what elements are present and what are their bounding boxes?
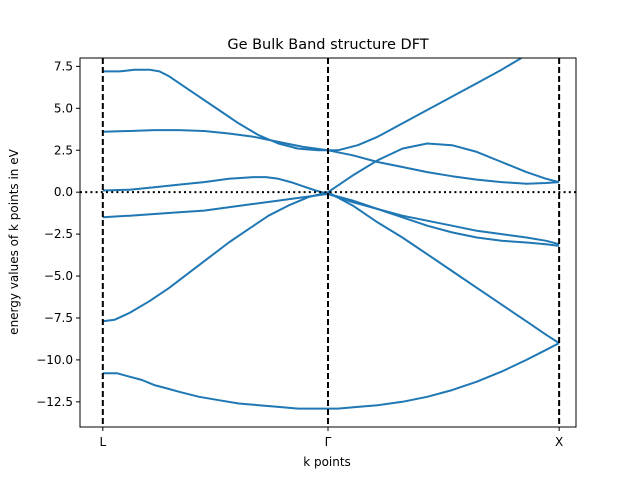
band-line-2 (102, 191, 329, 323)
y-axis-label: energy values of k points in eV (7, 148, 21, 334)
x-tick-label: Γ (325, 435, 332, 449)
band-line-11 (102, 68, 328, 152)
band-line-6 (102, 176, 329, 195)
x-tick-label: L (99, 435, 106, 449)
y-tick-label: −7.5 (44, 311, 73, 325)
x-axis-label: k points (303, 455, 351, 469)
band-line-3 (327, 191, 560, 344)
band-line-4 (102, 192, 329, 219)
y-tick-label: 2.5 (54, 143, 73, 157)
band-line-9 (327, 149, 560, 185)
x-tick-label: X (555, 435, 563, 449)
y-tick-label: −10.0 (36, 353, 73, 367)
band-line-12 (328, 58, 522, 152)
plot-area (80, 58, 576, 427)
y-axis: 7.5 5.0 2.5 0.0 −2.5 −5.0 −7.5 −10.0 −12.5 (36, 59, 80, 409)
y-tick-label: −12.5 (36, 395, 73, 409)
y-tick-label: 5.0 (54, 101, 73, 115)
chart-title: Ge Bulk Band structure DFT (227, 37, 428, 53)
y-tick-label: 7.5 (54, 59, 73, 73)
y-tick-label: −2.5 (44, 227, 73, 241)
y-tick-label: −5.0 (44, 269, 73, 283)
band-line-10 (327, 142, 560, 194)
y-tick-label: 0.0 (54, 185, 73, 199)
band-line-1 (102, 342, 560, 410)
band-line-7 (327, 192, 560, 246)
band-line-8 (102, 129, 329, 152)
